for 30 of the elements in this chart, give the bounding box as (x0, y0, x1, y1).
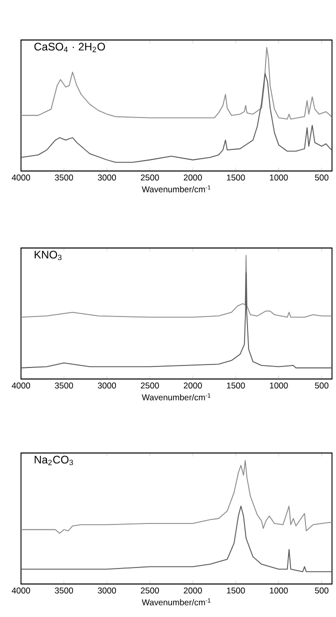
x-tick-label: 500 (314, 588, 328, 594)
x-tick-label: 2000 (184, 588, 202, 594)
x-axis-title: Wavenumber/cm$^{-1}$ (142, 598, 210, 606)
x-tick-label: 2500 (140, 588, 159, 594)
x-tick-label: 4000 (12, 382, 30, 389)
x-tick-label: 3500 (54, 174, 74, 181)
chart-title: KNO$_{3}$ (34, 250, 62, 260)
x-tick-label: 1500 (227, 588, 245, 594)
x-tick-label: 2500 (140, 382, 159, 389)
x-tick-label: 1500 (227, 174, 245, 181)
x-tick-label: 2000 (184, 174, 202, 181)
x-tick-label: 1500 (227, 382, 245, 389)
x-tick-label: 1000 (270, 588, 288, 594)
x-tick-label: 3500 (54, 382, 74, 389)
x-axis-title: Wavenumber/cm$^{-1}$ (142, 393, 210, 400)
x-tick-label: 3500 (54, 588, 74, 594)
x-tick-label: 2500 (140, 174, 159, 181)
x-tick-label: 500 (314, 382, 328, 389)
x-tick-label: 4000 (12, 588, 30, 594)
x-tick-label: 3000 (98, 588, 116, 594)
chart-title: CaSO$_{4}$ · 2H$_{2}$O (34, 42, 105, 52)
x-tick-label: 1000 (270, 174, 288, 181)
x-tick-label: 3000 (98, 382, 116, 389)
chart-title: Na$_{2}$CO$_{3}$ (34, 456, 73, 466)
x-tick-label: 500 (314, 174, 328, 181)
x-tick-label: 4000 (12, 174, 30, 181)
x-axis-title: Wavenumber/cm$^{-1}$ (142, 185, 210, 192)
x-tick-label: 1000 (270, 382, 288, 389)
x-tick-label: 3000 (98, 174, 116, 181)
x-tick-label: 2000 (184, 382, 202, 389)
